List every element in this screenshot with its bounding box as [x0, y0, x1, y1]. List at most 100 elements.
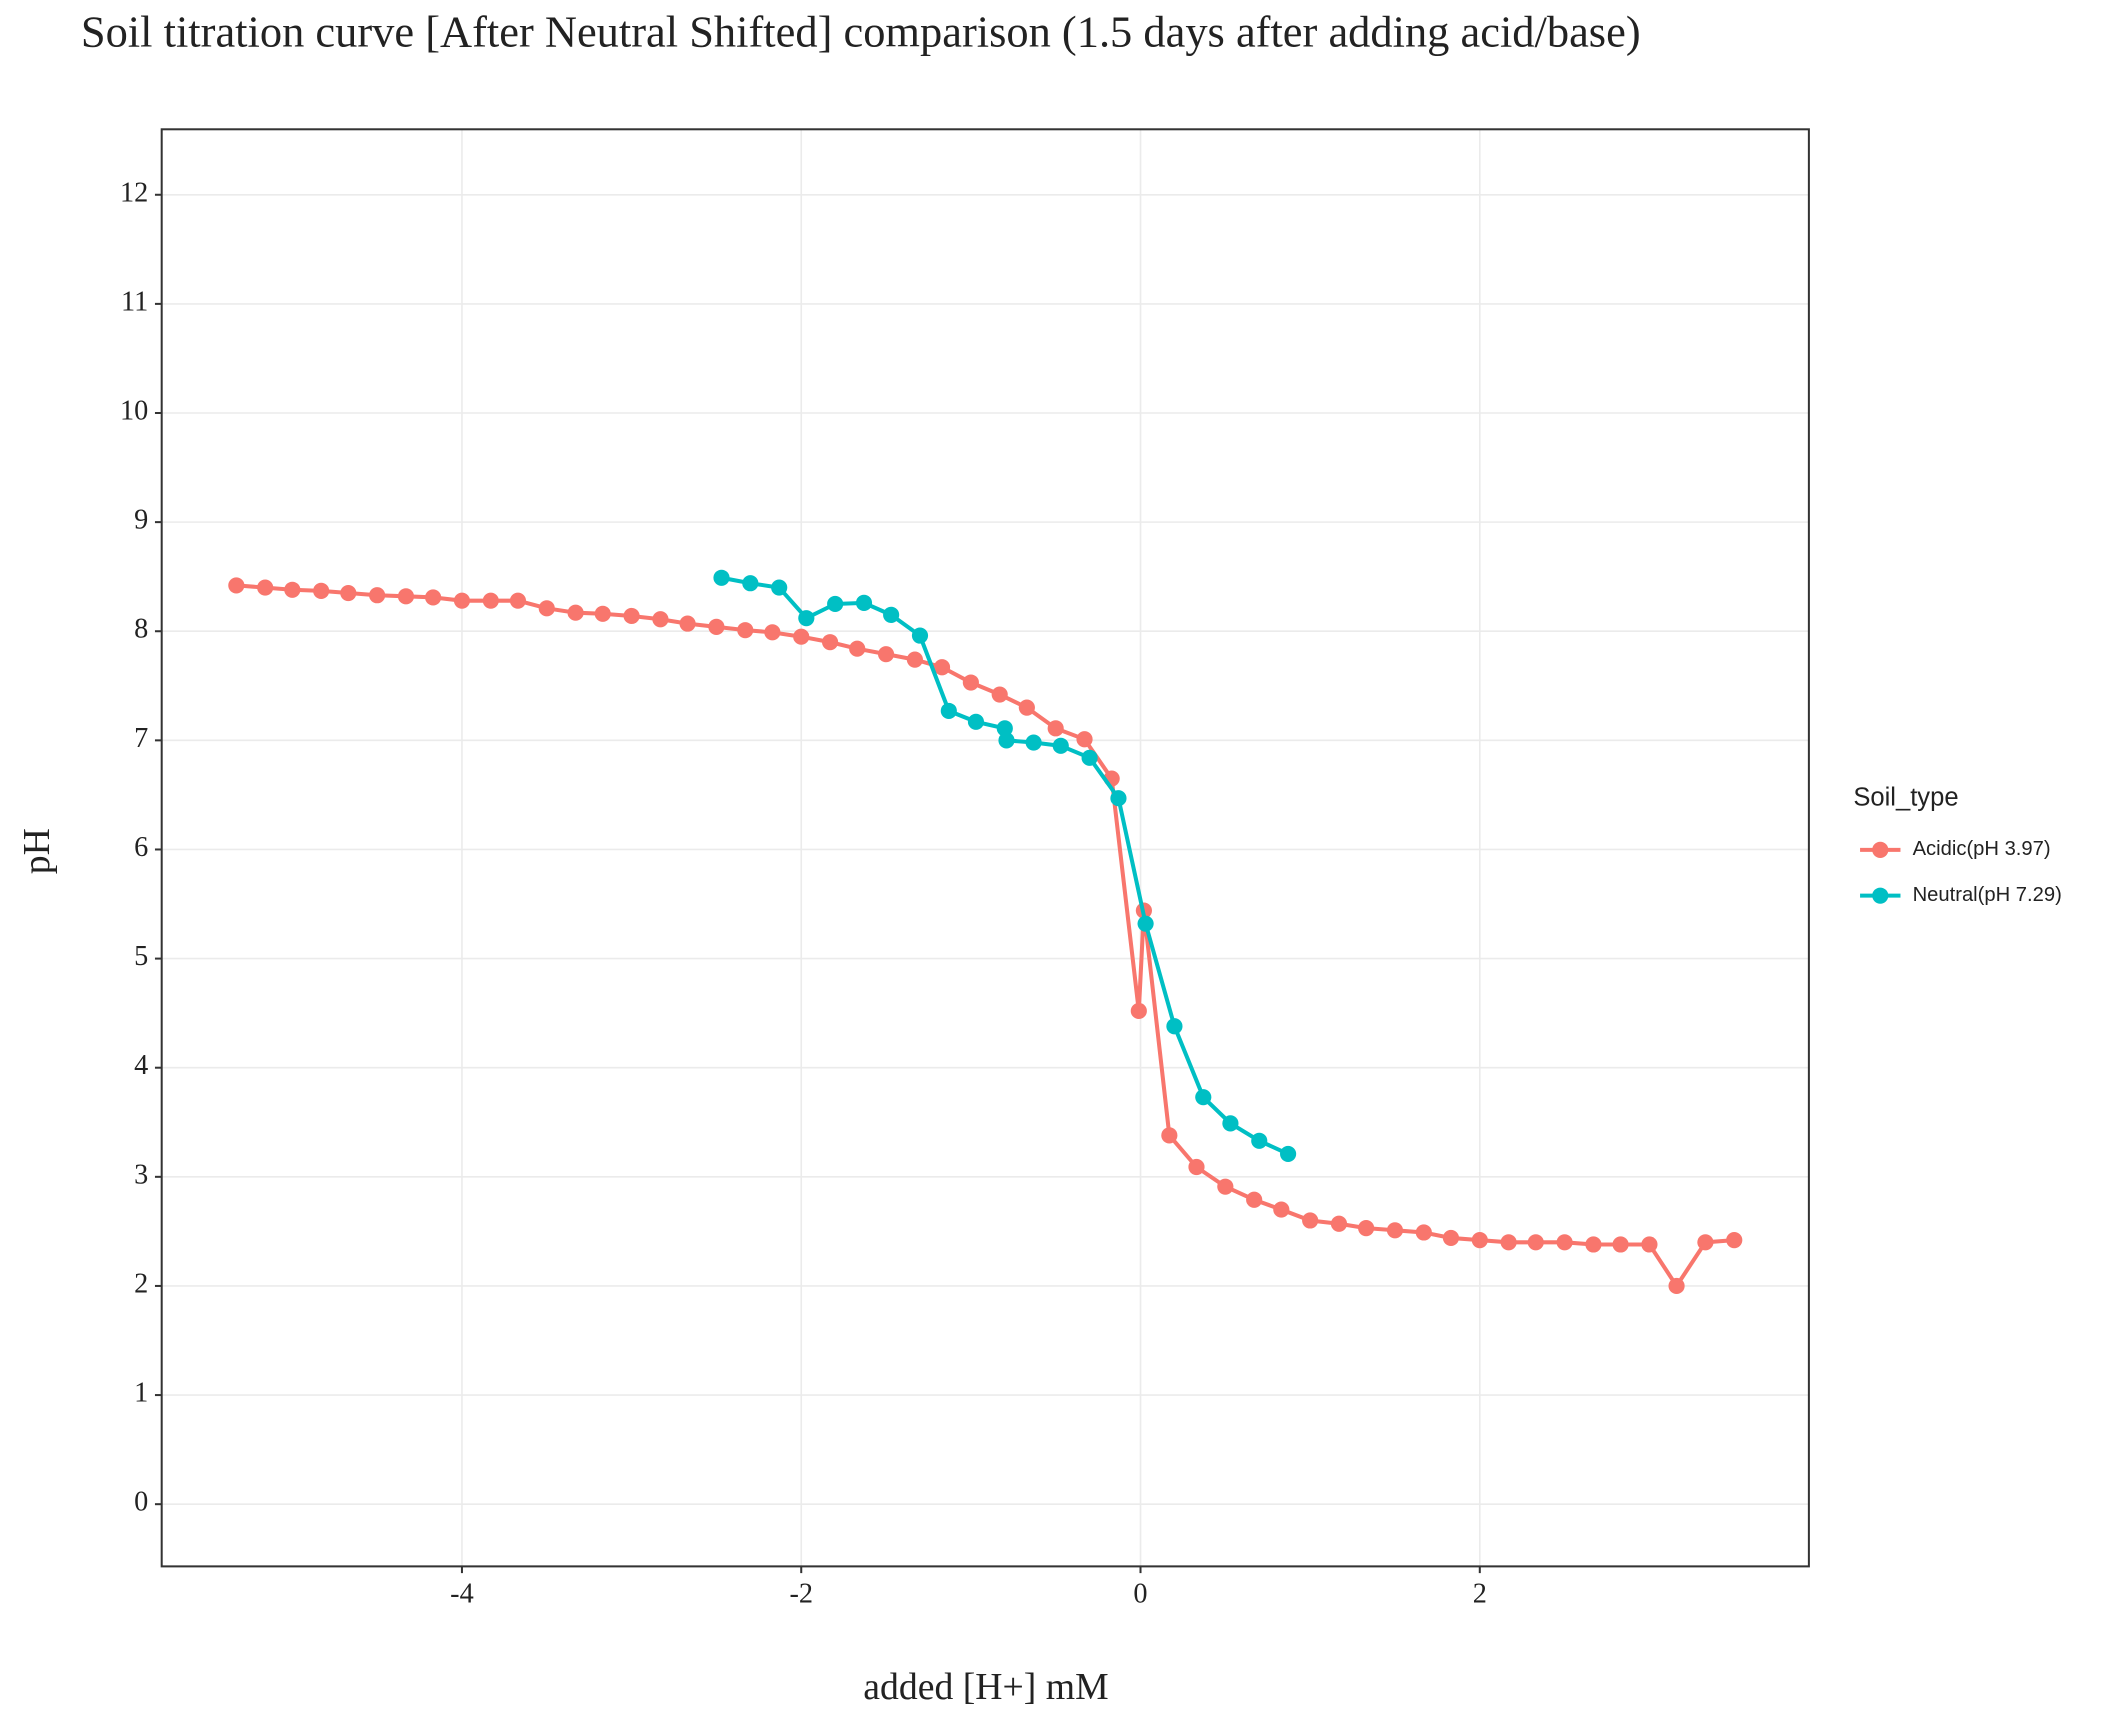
data-point [567, 604, 584, 621]
data-point [1110, 790, 1127, 807]
y-tick-label: 11 [121, 286, 148, 317]
data-point [1217, 1178, 1234, 1195]
data-point [883, 606, 900, 623]
data-point [1386, 1222, 1404, 1239]
y-tick-label: 0 [134, 1487, 148, 1518]
y-tick-label: 6 [134, 832, 148, 863]
y-tick-label: 10 [120, 395, 148, 426]
data-point [1166, 1018, 1183, 1035]
data-point [1471, 1232, 1488, 1249]
data-point [855, 594, 873, 611]
data-point [425, 589, 442, 606]
data-point [1556, 1234, 1573, 1251]
plot-border [160, 128, 1810, 1568]
data-point [742, 575, 759, 592]
data-point [509, 592, 527, 609]
data-point [369, 587, 386, 604]
data-point [849, 640, 866, 657]
data-point [1130, 1002, 1147, 1020]
data-point [1668, 1277, 1685, 1295]
data-point [1025, 734, 1042, 751]
data-point [737, 622, 754, 639]
x-tick-label: 2 [1473, 1578, 1487, 1609]
data-point [652, 611, 669, 628]
data-point [713, 569, 730, 586]
plot-background [161, 129, 1809, 1567]
data-point [1251, 1132, 1268, 1149]
data-point [623, 607, 640, 625]
data-point [771, 579, 788, 596]
data-point [453, 592, 471, 609]
data-point [1612, 1236, 1629, 1253]
data-point [313, 582, 330, 599]
data-point [1188, 1158, 1205, 1176]
x-tick-label: -2 [789, 1578, 813, 1609]
y-tick-label: 1 [134, 1378, 148, 1409]
data-point [538, 600, 555, 617]
data-point [940, 702, 957, 719]
data-point [397, 588, 415, 605]
data-point [1195, 1089, 1212, 1106]
y-tick-label: 5 [134, 941, 148, 972]
data-point [1358, 1220, 1375, 1237]
data-point [1641, 1236, 1658, 1253]
data-point [991, 686, 1008, 703]
data-point [911, 627, 929, 644]
data-point [967, 713, 985, 730]
data-point [1081, 749, 1098, 766]
data-point [1273, 1201, 1290, 1218]
x-tick-label: -4 [450, 1578, 474, 1609]
data-point [821, 634, 839, 651]
legend-label: Acidic(pH 3.97) [1913, 838, 2051, 860]
data-point [877, 646, 895, 663]
data-point [1585, 1236, 1602, 1253]
data-point [257, 579, 274, 596]
x-axis-label: added [H+] mM [863, 1666, 1108, 1708]
data-point [793, 628, 810, 645]
data-point [482, 592, 499, 609]
y-tick-label: 3 [134, 1159, 148, 1190]
y-tick-label: 4 [134, 1050, 148, 1081]
data-point [798, 610, 815, 627]
y-tick-label: 8 [134, 614, 148, 645]
chart-title: Soil titration curve [After Neutral Shif… [81, 7, 1641, 57]
data-point [764, 624, 781, 641]
data-point [1246, 1191, 1263, 1208]
data-point [1726, 1232, 1743, 1249]
data-point [906, 651, 923, 668]
data-point [228, 577, 245, 594]
y-tick-label: 7 [134, 723, 148, 754]
legend-title: Soil_type [1853, 783, 1958, 811]
legend-marker [1872, 887, 1889, 904]
data-point [1500, 1234, 1517, 1251]
data-point [1161, 1127, 1178, 1144]
data-point [1137, 915, 1154, 932]
data-point [679, 615, 696, 632]
data-point [933, 659, 951, 676]
data-point [996, 720, 1013, 737]
data-point [1330, 1215, 1348, 1232]
data-point [1280, 1145, 1297, 1162]
data-point [1052, 737, 1069, 754]
data-point [962, 674, 979, 691]
y-axis-label: pH [16, 828, 58, 874]
y-tick-label: 12 [120, 177, 148, 208]
data-point [1302, 1212, 1319, 1229]
data-point [340, 584, 357, 602]
legend-label: Neutral(pH 7.29) [1913, 884, 2062, 906]
data-point [827, 595, 844, 613]
data-point [1527, 1234, 1544, 1251]
x-tick-label: 0 [1133, 1578, 1147, 1609]
data-point [1697, 1234, 1714, 1251]
data-point [1442, 1229, 1460, 1247]
y-tick-label: 9 [134, 505, 148, 536]
data-point [1222, 1115, 1239, 1132]
data-point [1018, 699, 1035, 716]
legend-marker [1872, 841, 1889, 858]
data-point [594, 605, 611, 622]
data-point [1047, 720, 1064, 737]
data-point [708, 618, 725, 635]
data-point [998, 732, 1015, 749]
data-point [1076, 731, 1093, 748]
